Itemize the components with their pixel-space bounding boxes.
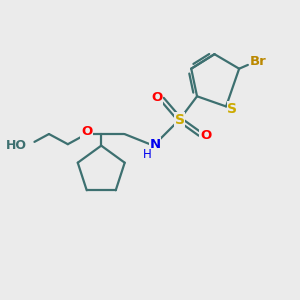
Text: Br: Br — [250, 55, 266, 68]
Text: HO: HO — [6, 139, 27, 152]
Text: O: O — [152, 91, 163, 104]
Text: N: N — [149, 138, 161, 151]
Text: O: O — [200, 129, 212, 142]
Text: S: S — [175, 112, 184, 127]
Text: H: H — [143, 148, 152, 161]
Text: S: S — [227, 102, 238, 116]
Text: O: O — [81, 125, 92, 138]
